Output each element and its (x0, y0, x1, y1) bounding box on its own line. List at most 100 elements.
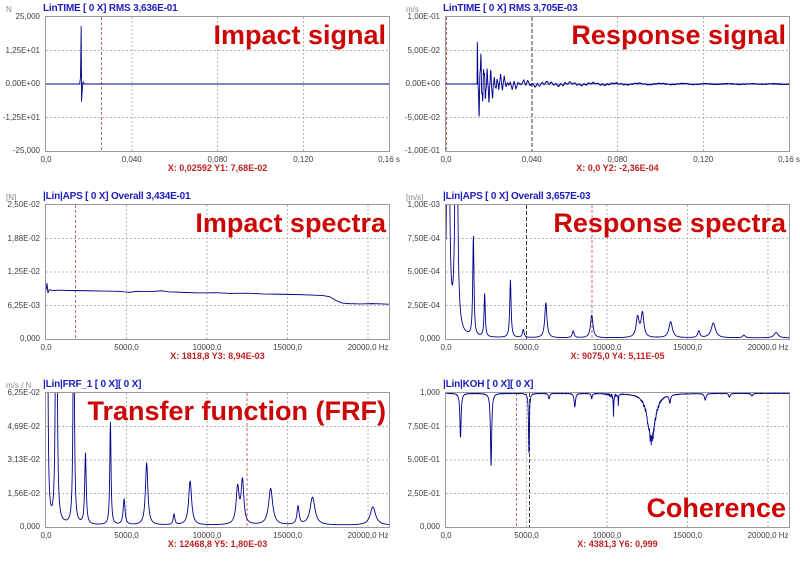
y-tick-label: -1,25E+01 (2, 112, 40, 122)
plot-title-overlay: Coherence (646, 493, 786, 523)
signal-trace (446, 393, 789, 466)
y-tick-label: 6,25E-02 (7, 388, 40, 397)
y-unit-label: m/s / N (6, 381, 32, 390)
y-tick-label: 7,50E-04 (407, 233, 440, 243)
y-tick-label: 1,25E-02 (7, 267, 40, 276)
y-axis-ticks: 6,25E-02 4,69E-02 3,13E-02 1,56E-02 0,000 (0, 388, 42, 531)
y-tick-label: 6,25E-03 (7, 300, 40, 310)
y-tick-label: 2,50E-02 (7, 200, 40, 209)
signal-trace (446, 41, 789, 117)
x-axis-ticks: 0,0 5000,0 10000,0 15000,0 20000,0 Hz (440, 343, 789, 353)
y-tick-label: -1,00E-01 (404, 146, 440, 155)
y-tick-label: 1,00E-01 (407, 12, 440, 21)
y-tick-label: -5,00E-02 (404, 112, 440, 122)
plot-title-overlay: Response signal (571, 20, 786, 50)
plot-area-impact-signal[interactable] (45, 16, 390, 152)
y-axis-ticks: 1,00E-03 7,50E-04 5,00E-04 2,50E-04 0,000 (400, 200, 442, 343)
x-tick-label: 5000,0 (114, 343, 139, 352)
y-tick-label: 0,00E+00 (405, 79, 440, 88)
x-tick-label: 10000,0 (192, 343, 222, 352)
plot-header: LinTIME [ 0 X] RMS 3,636E-01 (43, 3, 178, 14)
x-axis-ticks: 0,0 0,040 0,080 0,120 0,16 s (440, 155, 799, 165)
plot-header: LinTIME [ 0 X] RMS 3,705E-03 (443, 3, 578, 14)
y-tick-label: 2,50E-04 (407, 300, 440, 310)
y-tick-label: 5,00E-04 (407, 267, 440, 276)
y-tick-label: 4,69E-02 (7, 421, 40, 431)
y-unit-label: [N] (6, 193, 17, 202)
x-tick-label: 5000,0 (114, 531, 139, 540)
plot-area-coherence[interactable] (445, 392, 790, 528)
plot-canvas (46, 393, 389, 527)
cursor-readout: X: 4381,3 Y6: 0,999 (577, 539, 658, 549)
y-tick-label: 5,00E-02 (407, 45, 440, 55)
y-tick-label: 3,13E-02 (7, 455, 40, 464)
plot-header: |Lin|FRF_1 [ 0 X][ 0 X] (43, 379, 142, 390)
plot-area-transfer-function[interactable] (45, 392, 390, 528)
x-tick-label: 10000,0 (592, 531, 622, 540)
x-tick-label: 0,0 (40, 155, 52, 164)
y-tick-label: 1,00E-03 (407, 200, 440, 209)
y-unit-label: [m/s] (406, 193, 424, 202)
x-tick-label: 15000,0 (673, 531, 702, 540)
y-tick-label: 5,00E-01 (407, 455, 440, 464)
plot-header: |Lin|KOH [ 0 X][ 0 X] (443, 379, 534, 390)
x-tick-label: 5000,0 (514, 531, 539, 540)
x-axis-ticks: 0,0 5000,0 10000,0 15000,0 20000,0 Hz (40, 531, 389, 541)
x-tick-label: 15000,0 (273, 343, 302, 352)
x-tick-label: 20000,0 Hz (347, 343, 389, 352)
x-tick-label: 0,0 (40, 531, 52, 540)
plot-header: |Lin|APS [ 0 X] Overall 3,657E-03 (443, 191, 591, 202)
signal-trace (446, 205, 789, 339)
plot-area-response-spectra[interactable] (445, 204, 790, 340)
y-tick-label: 0,000 (419, 522, 440, 531)
x-tick-label: 0,0 (440, 343, 452, 352)
plot-area-response-signal[interactable] (445, 16, 790, 152)
plot-title-overlay: Transfer function (FRF) (87, 396, 387, 426)
y-tick-label: 0,000 (19, 522, 40, 531)
y-tick-label: 0,00E+00 (5, 79, 40, 88)
plot-area-impact-spectra[interactable] (45, 204, 390, 340)
x-tick-label: 10000,0 (192, 531, 222, 540)
y-tick-label: 1,88E-02 (7, 233, 40, 243)
y-tick-label: 2,50E-01 (407, 488, 440, 498)
x-tick-label: 0,040 (521, 155, 542, 164)
plot-canvas (446, 205, 789, 339)
y-tick-label: -25,000 (12, 146, 40, 155)
plot-canvas (46, 17, 389, 151)
y-axis-ticks: 1,000 7,50E-01 5,00E-01 2,50E-01 0,000 (400, 388, 442, 531)
cursor-readout: X: 0,02592 Y1: 7,68E-02 (167, 163, 268, 173)
x-tick-label: 0,0 (40, 343, 52, 352)
x-tick-label: 0,120 (293, 155, 314, 164)
x-tick-label: 10000,0 (592, 343, 622, 352)
x-tick-label: 20000,0 Hz (747, 343, 789, 352)
plot-cell-response-spectra: [m/s] |Lin|APS [ 0 X] Overall 3,657E-03 … (400, 188, 800, 376)
plot-header: |Lin|APS [ 0 X] Overall 3,434E-01 (43, 191, 191, 202)
x-tick-label: 15000,0 (673, 343, 702, 352)
y-tick-label: 1,25E+01 (5, 45, 40, 55)
plot-canvas (446, 393, 789, 527)
x-tick-label: 0,16 s (778, 155, 800, 164)
x-axis-ticks: 0,0 5000,0 10000,0 15000,0 20000,0 Hz (440, 531, 789, 541)
y-unit-label: m/s (406, 5, 419, 14)
x-tick-label: 0,120 (693, 155, 714, 164)
plot-cell-response-signal: m/s LinTIME [ 0 X] RMS 3,705E-03 1,00E-0… (400, 0, 800, 188)
plot-title-overlay: Impact spectra (195, 208, 386, 238)
y-axis-ticks: 1,00E-01 5,00E-02 0,00E+00 -5,00E-02 -1,00E-… (400, 12, 442, 155)
x-tick-label: 0,0 (440, 531, 452, 540)
plot-title-overlay: Response spectra (553, 208, 786, 238)
x-tick-label: 0,040 (121, 155, 142, 164)
plot-cell-impact-spectra: [N] |Lin|APS [ 0 X] Overall 3,434E-01 2,… (0, 188, 400, 376)
x-tick-label: 0,16 s (378, 155, 400, 164)
y-tick-label: 25,000 (15, 12, 40, 21)
plot-canvas (446, 17, 789, 151)
plot-cell-coherence: |Lin|KOH [ 0 X][ 0 X] 1,000 7,50E-01 5,00E… (400, 376, 800, 564)
plot-canvas (46, 205, 389, 339)
plot-title-overlay: Impact signal (213, 20, 386, 50)
x-axis-ticks: 0,0 0,040 0,080 0,120 0,16 s (40, 155, 399, 165)
y-tick-label: 0,000 (19, 334, 40, 343)
y-tick-label: 7,50E-01 (407, 421, 440, 431)
plot-cell-transfer-function: m/s / N |Lin|FRF_1 [ 0 X][ 0 X] 6,25E-02… (0, 376, 400, 564)
signal-trace (46, 282, 389, 305)
x-tick-label: 0,080 (607, 155, 628, 164)
y-axis-ticks: 25,000 1,25E+01 0,00E+00 -1,25E+01 -25,000 (0, 12, 42, 155)
